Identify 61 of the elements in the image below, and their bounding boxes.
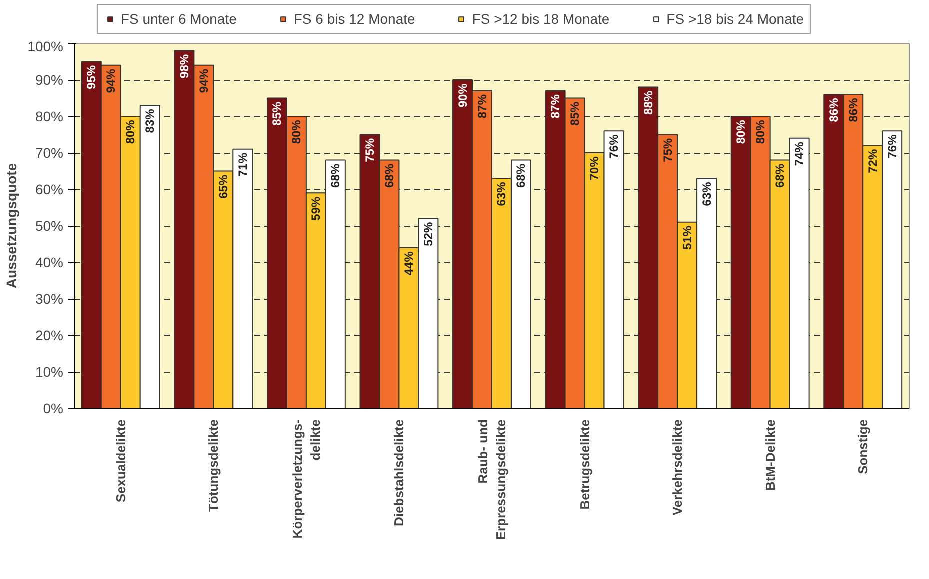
- y-tick-label: 80%: [35, 108, 64, 124]
- data-label: 71%: [236, 152, 250, 178]
- legend-label: FS >18 bis 24 Monate: [666, 11, 804, 27]
- data-label: 65%: [216, 174, 230, 199]
- data-label: 85%: [270, 102, 284, 126]
- x-tick-label: Raub- und Erpressungsdelikte: [476, 419, 508, 540]
- x-tick-label: Sonstige: [856, 419, 871, 474]
- data-label: 98%: [177, 54, 192, 78]
- y-tick-label: 30%: [35, 291, 64, 307]
- data-label: 80%: [734, 120, 748, 144]
- data-label: 52%: [421, 222, 436, 246]
- y-tick-label: 60%: [35, 182, 64, 198]
- data-label: 88%: [641, 90, 656, 115]
- data-label: 86%: [846, 98, 860, 122]
- data-label: 59%: [309, 196, 324, 221]
- y-tick-label: 20%: [35, 328, 64, 344]
- data-label: 86%: [826, 98, 841, 122]
- data-label: 75%: [660, 138, 675, 162]
- data-label: 68%: [382, 164, 396, 188]
- data-label: 51%: [680, 226, 694, 250]
- y-tick-label: 0%: [43, 400, 64, 416]
- data-label: 87%: [475, 94, 490, 119]
- y-axis-title: Aussetzungsquote: [4, 163, 20, 289]
- data-label: 90%: [456, 83, 470, 108]
- y-tick-label: 90%: [35, 72, 64, 88]
- data-label: 75%: [362, 138, 377, 162]
- x-tick-label: Tötungsdelikte: [206, 419, 222, 512]
- legend-label: FS 6 bis 12 Monate: [294, 11, 416, 27]
- data-label: 87%: [548, 94, 563, 119]
- data-label: 76%: [607, 134, 622, 159]
- data-label: 72%: [866, 149, 880, 174]
- y-tick-label: 50%: [35, 218, 64, 234]
- x-tick-label: Betrugsdelikte: [577, 419, 592, 510]
- data-label: 44%: [402, 251, 416, 276]
- data-label: 80%: [754, 120, 768, 144]
- y-tick-label: 70%: [35, 145, 64, 161]
- x-tick-label: Diebstahlsdelikte: [392, 419, 407, 526]
- x-tick-label: Körperverletzungs- delikte: [290, 419, 323, 539]
- data-label: 80%: [290, 120, 304, 144]
- data-label: 94%: [196, 68, 211, 94]
- data-label: 68%: [514, 164, 528, 188]
- x-tick-label: BtM-Delikte: [762, 419, 778, 492]
- data-label: 68%: [328, 164, 343, 188]
- data-label: 83%: [143, 108, 158, 134]
- data-label: 63%: [494, 182, 509, 206]
- y-tick-label: 100%: [28, 38, 64, 54]
- data-label: 70%: [588, 156, 602, 181]
- y-tick-label: 40%: [35, 254, 64, 270]
- x-tick-label: Verkehrsdelikte: [670, 419, 686, 516]
- data-label: 94%: [104, 68, 118, 94]
- legend-label: FS unter 6 Monate: [120, 11, 237, 27]
- y-tick-label: 10%: [35, 364, 64, 380]
- data-label: 80%: [124, 120, 138, 144]
- x-tick-label: Sexualdelikte: [113, 419, 128, 503]
- data-label: 68%: [773, 164, 788, 188]
- data-label: 85%: [568, 102, 582, 126]
- data-label: 76%: [885, 134, 900, 159]
- data-label: 95%: [84, 65, 99, 90]
- legend-label: FS >12 bis 18 Monate: [472, 11, 610, 27]
- data-label: 74%: [792, 142, 807, 166]
- data-label: 63%: [700, 182, 714, 206]
